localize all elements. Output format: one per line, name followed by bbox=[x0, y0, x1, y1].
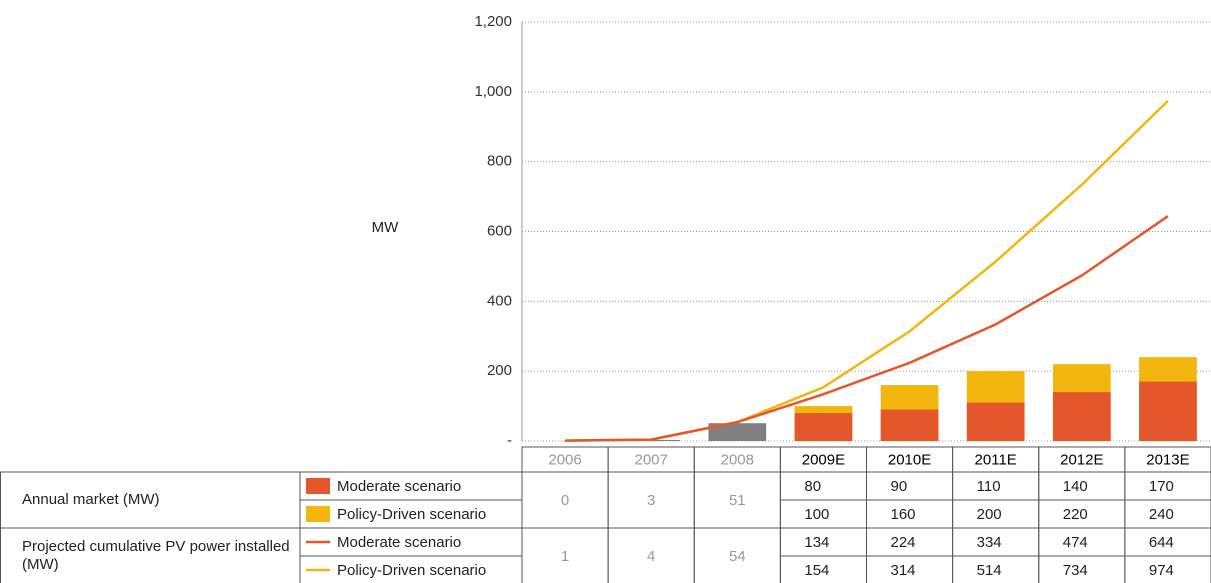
data-label: 154 bbox=[804, 562, 829, 579]
legend-swatch bbox=[306, 506, 330, 522]
data-label: 3 bbox=[647, 492, 655, 509]
y-tick-label: 1,200 bbox=[474, 13, 512, 30]
y-tick-label: 400 bbox=[487, 292, 512, 309]
y-tick-label: - bbox=[507, 432, 512, 449]
data-cell bbox=[866, 471, 954, 501]
y-tick-label: 800 bbox=[487, 153, 512, 170]
legend-label: Policy-Driven scenario bbox=[337, 562, 486, 579]
data-label: 4 bbox=[647, 548, 655, 565]
legend-label: Moderate scenario bbox=[337, 478, 461, 495]
data-label: 0 bbox=[561, 492, 569, 509]
line bbox=[565, 215, 1169, 442]
bar bbox=[1139, 381, 1197, 441]
bar bbox=[966, 402, 1025, 441]
data-cell bbox=[693, 527, 781, 583]
row-label: Annual market (MW) bbox=[22, 491, 160, 508]
y-tick-label: 1,000 bbox=[474, 83, 512, 100]
y-tick-label: 600 bbox=[487, 222, 512, 239]
data-label: 240 bbox=[1149, 506, 1174, 523]
row-label-box: Projected cumulative PV power installed … bbox=[22, 538, 290, 573]
bar bbox=[794, 413, 853, 441]
data-label: 314 bbox=[891, 562, 916, 579]
data-label: 160 bbox=[891, 506, 916, 523]
x-tick-label: 2006 bbox=[548, 451, 581, 468]
x-tick-label: 2010E bbox=[888, 451, 931, 468]
data-label: 644 bbox=[1149, 534, 1174, 551]
data-label: 224 bbox=[891, 534, 916, 551]
data-cell bbox=[1124, 555, 1211, 583]
data-label: 100 bbox=[804, 506, 829, 523]
data-label: 134 bbox=[804, 534, 829, 551]
row-label-box: Annual market (MW) bbox=[22, 491, 160, 508]
data-label: 170 bbox=[1149, 478, 1174, 495]
x-tick-label: 2008 bbox=[721, 451, 754, 468]
data-label: 54 bbox=[729, 548, 746, 565]
data-label: 80 bbox=[804, 478, 821, 495]
data-label: 734 bbox=[1063, 562, 1088, 579]
x-tick-label: 2013E bbox=[1146, 451, 1189, 468]
x-tick-label: 2012E bbox=[1060, 451, 1103, 468]
data-label: 974 bbox=[1149, 562, 1174, 579]
bar bbox=[1052, 392, 1111, 441]
data-label: 474 bbox=[1063, 534, 1088, 551]
x-tick-label: 2007 bbox=[635, 451, 668, 468]
legend-label: Moderate scenario bbox=[337, 534, 461, 551]
legend-swatch bbox=[306, 478, 330, 494]
data-label: 200 bbox=[977, 506, 1002, 523]
y-axis-label: MW bbox=[372, 219, 399, 236]
data-label: 1 bbox=[561, 548, 569, 565]
y-tick-label: 200 bbox=[487, 362, 512, 379]
x-tick-label: 2009E bbox=[802, 451, 845, 468]
data-label: 220 bbox=[1063, 506, 1088, 523]
data-label: 51 bbox=[729, 492, 746, 509]
data-cell bbox=[779, 471, 867, 501]
legend-label: Policy-Driven scenario bbox=[337, 506, 486, 523]
data-label: 110 bbox=[977, 478, 1001, 495]
data-label: 334 bbox=[977, 534, 1002, 551]
bar bbox=[708, 423, 767, 441]
data-label: 514 bbox=[977, 562, 1002, 579]
x-tick-label: 2011E bbox=[975, 451, 1017, 468]
row-label: Projected cumulative PV power installed … bbox=[22, 538, 290, 573]
data-label: 140 bbox=[1063, 478, 1088, 495]
data-label: 90 bbox=[891, 478, 908, 495]
bar bbox=[880, 409, 939, 441]
